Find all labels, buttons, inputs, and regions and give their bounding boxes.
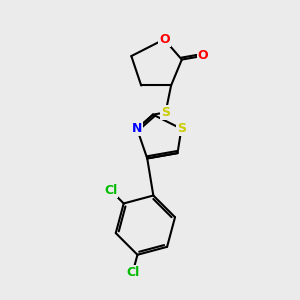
Text: S: S [177,122,186,135]
Text: O: O [159,33,169,46]
Text: Cl: Cl [104,184,117,197]
Text: N: N [132,122,142,135]
Text: O: O [198,50,208,62]
Text: S: S [161,106,170,119]
Text: Cl: Cl [126,266,139,279]
